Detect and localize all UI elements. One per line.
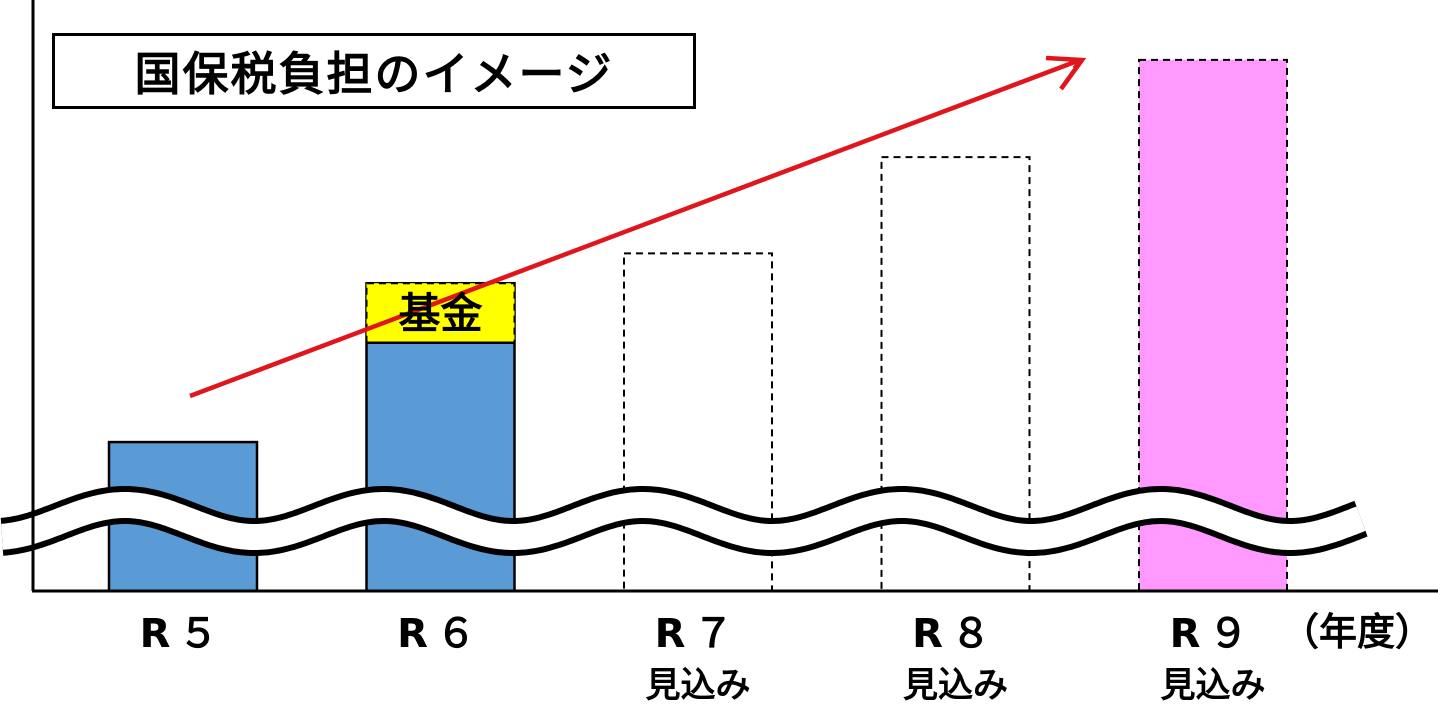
x-tick-sublabel-3: 見込み: [645, 666, 750, 706]
fund-segment: [366, 283, 515, 343]
x-tick-label-1: R５: [140, 611, 227, 657]
x-tick-sublabel-5: 見込み: [1160, 666, 1265, 706]
wave-fill: [1, 492, 1366, 550]
axes: [31, 0, 1438, 593]
fund-label: 基金: [398, 289, 483, 338]
trend-arrow: [189, 55, 1087, 399]
x-tick-label-2: R６: [397, 611, 484, 657]
trend-arrow-line: [189, 60, 1080, 399]
x-axis-label: （年度）: [1281, 610, 1433, 654]
x-tick-label-5: R９: [1170, 611, 1257, 657]
x-tick-label-4: R８: [912, 611, 999, 657]
trend-arrow-head: [1045, 55, 1087, 91]
axis-break-wave: [0, 486, 1368, 556]
labels-layer: R５ 基金 R６ R７ 見込み R８ 見込み R９ 見込み （年度）: [140, 289, 1433, 706]
fund-outline: [365, 282, 516, 343]
x-tick-sublabel-4: 見込み: [903, 666, 1008, 706]
bars-layer: [107, 58, 1288, 593]
x-tick-label-3: R７: [655, 611, 742, 657]
chart-title: 国保税負担のイメージ: [52, 33, 696, 109]
